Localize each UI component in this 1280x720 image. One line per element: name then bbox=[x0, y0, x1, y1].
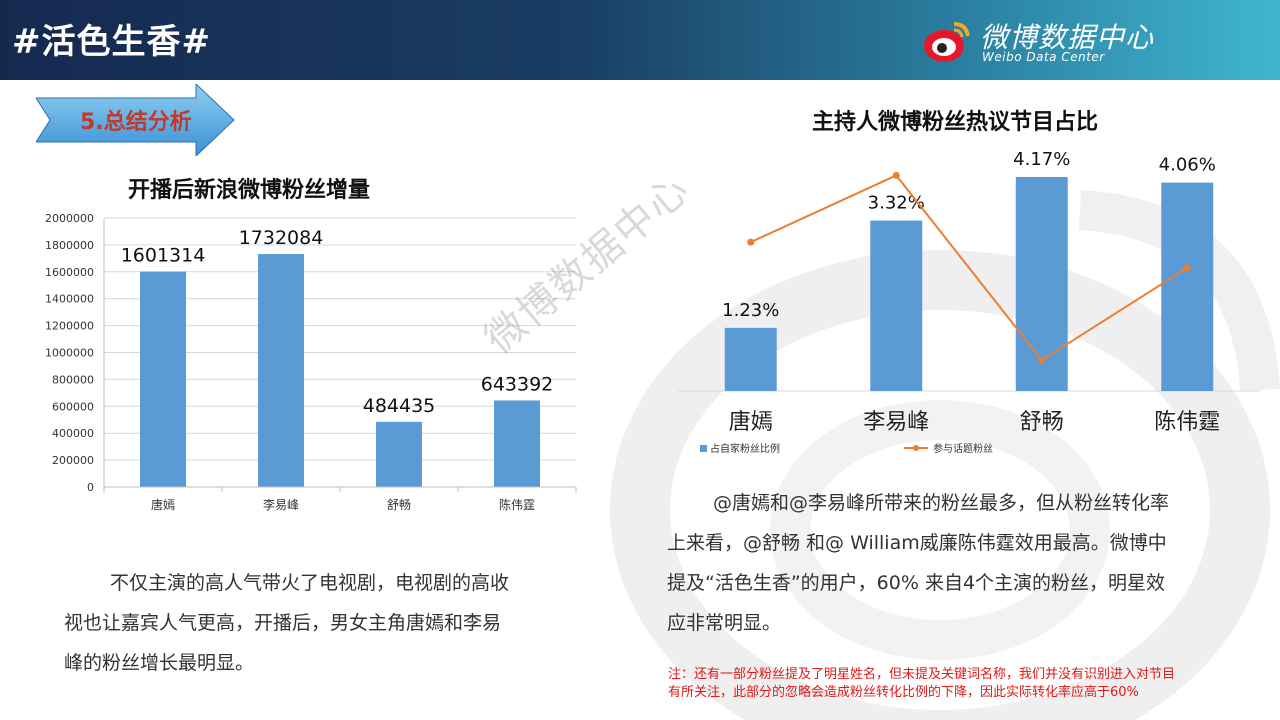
bar bbox=[870, 220, 923, 391]
y-tick-label: 2000000 bbox=[45, 212, 94, 225]
brand-logo: 微博数据中心 Weibo Data Center bbox=[920, 14, 1180, 70]
header-banner: #活色生香# 微博数据中心 Weibo Data Center bbox=[0, 0, 1280, 80]
data-label: 1601314 bbox=[121, 245, 206, 267]
footnote-line: 有所关注，此部分的忽略会造成粉丝转化比例的下降，因此实际转化率应高于60% bbox=[668, 685, 1139, 700]
brand-name: 微博数据中心 bbox=[980, 21, 1155, 54]
bar bbox=[494, 400, 540, 487]
section-label: 5.总结分析 bbox=[80, 110, 192, 135]
y-tick-label: 800000 bbox=[52, 373, 94, 386]
x-tick-label: 李易峰 bbox=[263, 497, 299, 512]
legend-marker bbox=[913, 445, 919, 451]
y-tick-label: 200000 bbox=[52, 454, 94, 467]
right-paragraph-line: 提及“活色生香”的用户，60% 来自4个主演的粉丝，明星效 bbox=[667, 572, 1166, 594]
left-bar-chart: 0 200000 400000 600000 800000 1000000 1200000 1… bbox=[45, 212, 577, 512]
section-arrow-icon bbox=[36, 84, 235, 156]
bar bbox=[1161, 182, 1214, 391]
brand-subtitle: Weibo Data Center bbox=[982, 50, 1105, 64]
legend-swatch bbox=[700, 445, 707, 452]
right-paragraph-line: 上来看，@舒畅 和@ William威廉陈伟霆效用最高。微博中 bbox=[667, 532, 1167, 554]
bar bbox=[376, 421, 422, 487]
data-label: 4.17% bbox=[1013, 150, 1070, 170]
data-label: 1.23% bbox=[722, 300, 779, 321]
y-tick-label: 1600000 bbox=[45, 266, 94, 279]
weibo-logo-icon bbox=[924, 22, 970, 62]
right-chart-title: 主持人微博粉丝热议节目占比 bbox=[812, 110, 1099, 135]
x-tick-label: 李易峰 bbox=[863, 410, 929, 435]
legend-label: 占自家粉丝比例 bbox=[710, 442, 780, 455]
legend-label: 参与话题粉丝 bbox=[933, 442, 993, 455]
x-tick-label: 舒畅 bbox=[387, 498, 411, 512]
data-label: 484435 bbox=[363, 395, 436, 417]
right-paragraph-line: 应非常明显。 bbox=[667, 612, 782, 634]
y-tick-label: 400000 bbox=[52, 427, 94, 440]
bar bbox=[140, 271, 186, 487]
bar bbox=[1015, 176, 1068, 391]
x-tick-label: 唐嫣 bbox=[729, 410, 773, 435]
x-tick-label: 陈伟霆 bbox=[499, 497, 535, 512]
left-chart-title: 开播后新浪微博粉丝增量 bbox=[128, 178, 371, 203]
series-line bbox=[750, 174, 1188, 362]
page-title: #活色生香# bbox=[12, 22, 211, 62]
left-paragraph-line: 峰的粉丝增长最明显。 bbox=[64, 652, 255, 674]
y-tick-label: 0 bbox=[87, 481, 94, 494]
y-tick-label: 1800000 bbox=[45, 239, 94, 252]
right-paragraph-line: @唐嫣和@李易峰所带来的粉丝最多，但从粉丝转化率 bbox=[713, 492, 1170, 514]
bar bbox=[724, 327, 777, 391]
line-point bbox=[1038, 356, 1046, 364]
line-point bbox=[747, 238, 755, 246]
left-paragraph-line: 视也让嘉宾人气更高，开播后，男女主角唐嫣和李易 bbox=[64, 612, 502, 634]
left-paragraph-line: 不仅主演的高人气带火了电视剧，电视剧的高收 bbox=[110, 572, 510, 594]
footnote: 注：还有一部分粉丝提及了明星姓名，但未提及关键词名称，我们并没有识别进入对节目 … bbox=[668, 666, 1248, 702]
line-point bbox=[1183, 264, 1191, 272]
data-label: 643392 bbox=[481, 373, 554, 395]
y-tick-label: 1000000 bbox=[45, 347, 94, 360]
x-tick-label: 陈伟霆 bbox=[1154, 410, 1220, 435]
x-tick-label: 舒畅 bbox=[1020, 410, 1064, 435]
y-tick-label: 1200000 bbox=[45, 320, 94, 333]
line-point bbox=[892, 171, 900, 179]
y-tick-label: 1400000 bbox=[45, 293, 94, 306]
left-paragraph: 不仅主演的高人气带火了电视剧，电视剧的高收 视也让嘉宾人气更高，开播后，男女主角… bbox=[64, 563, 584, 683]
bar bbox=[258, 254, 304, 487]
y-tick-label: 600000 bbox=[52, 400, 94, 413]
x-tick-label: 唐嫣 bbox=[151, 497, 175, 512]
right-paragraph: @唐嫣和@李易峰所带来的粉丝最多，但从粉丝转化率 上来看，@舒畅 和@ Will… bbox=[667, 483, 1257, 643]
data-label: 3.32% bbox=[868, 193, 925, 214]
data-label: 4.06% bbox=[1159, 155, 1216, 176]
footnote-line: 注：还有一部分粉丝提及了明星姓名，但未提及关键词名称，我们并没有识别进入对节目 bbox=[668, 667, 1176, 682]
data-label: 1732084 bbox=[239, 227, 324, 249]
